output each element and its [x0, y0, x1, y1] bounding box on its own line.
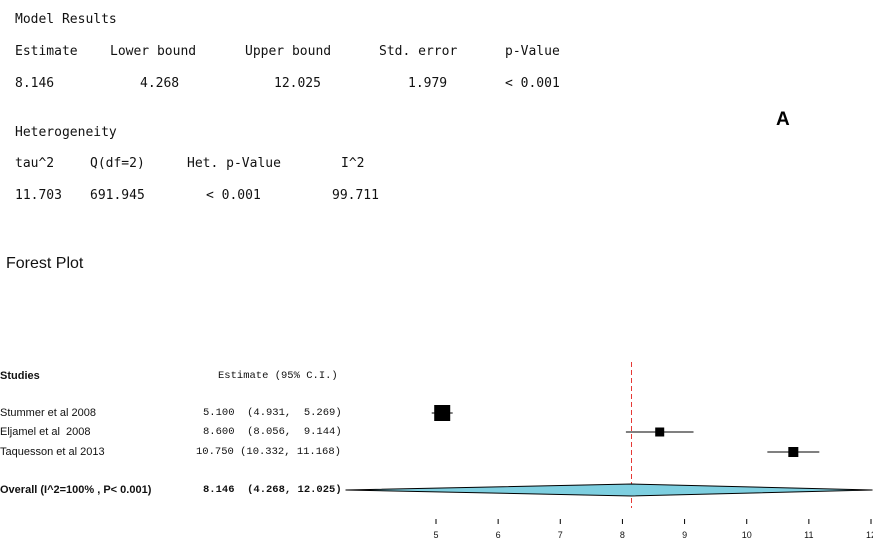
model-header-lower: Lower bound	[110, 44, 197, 59]
model-header-p: p-Value	[505, 44, 560, 59]
x-tick-label: 12	[866, 530, 873, 540]
panel-label: A	[776, 109, 790, 130]
model-value-lower: 4.268	[140, 76, 180, 91]
het-value-tau2: 11.703	[15, 188, 62, 203]
model-value-estimate: 8.146	[15, 76, 55, 91]
overall-estimate-text: 8.146 (4.268, 12.025)	[203, 484, 342, 496]
model-header-upper: Upper bound	[245, 44, 332, 59]
model-header-se: Std. error	[379, 44, 458, 59]
x-tick-label: 10	[742, 530, 752, 540]
model-value-p: < 0.001	[505, 76, 560, 91]
heterogeneity-heading: Heterogeneity	[15, 125, 117, 140]
study-marker	[655, 427, 665, 437]
study-label: Taquesson et al 2013	[0, 446, 105, 458]
study-marker	[434, 405, 451, 421]
study-estimate-text: 10.750 (10.332, 11.168)	[196, 446, 341, 458]
study-label: Eljamel et al 2008	[0, 426, 91, 438]
study-estimate-text: 5.100 (4.931, 5.269)	[203, 407, 342, 419]
x-tick-label: 5	[433, 530, 438, 540]
estimate-column-header: Estimate (95% C.I.)	[218, 370, 338, 382]
het-header-i2: I^2	[341, 156, 365, 171]
het-header-tau2: tau^2	[15, 156, 55, 171]
x-tick-label: 11	[804, 530, 813, 540]
x-tick-label: 6	[496, 530, 501, 540]
overall-label: Overall (I^2=100% , P< 0.001)	[0, 484, 152, 496]
x-tick-label: 8	[620, 530, 625, 540]
x-tick-label: 7	[558, 530, 563, 540]
het-value-i2: 99.711	[332, 188, 379, 203]
x-tick-label: 9	[682, 530, 687, 540]
study-label: Stummer et al 2008	[0, 407, 96, 419]
het-value-p: < 0.001	[206, 188, 261, 203]
study-estimate-text: 8.600 (8.056, 9.144)	[203, 426, 342, 438]
het-value-q: 691.945	[90, 188, 145, 203]
forest-plot-title: Forest Plot	[6, 255, 84, 272]
het-header-q: Q(df=2)	[90, 156, 145, 171]
model-results-heading: Model Results	[15, 12, 117, 27]
model-value-se: 1.979	[408, 76, 448, 91]
model-header-estimate: Estimate	[15, 44, 78, 59]
model-value-upper: 12.025	[274, 76, 321, 91]
study-marker	[788, 447, 799, 457]
studies-column-header: Studies	[0, 370, 40, 382]
het-header-p: Het. p-Value	[187, 156, 281, 171]
overall-diamond	[345, 483, 873, 497]
